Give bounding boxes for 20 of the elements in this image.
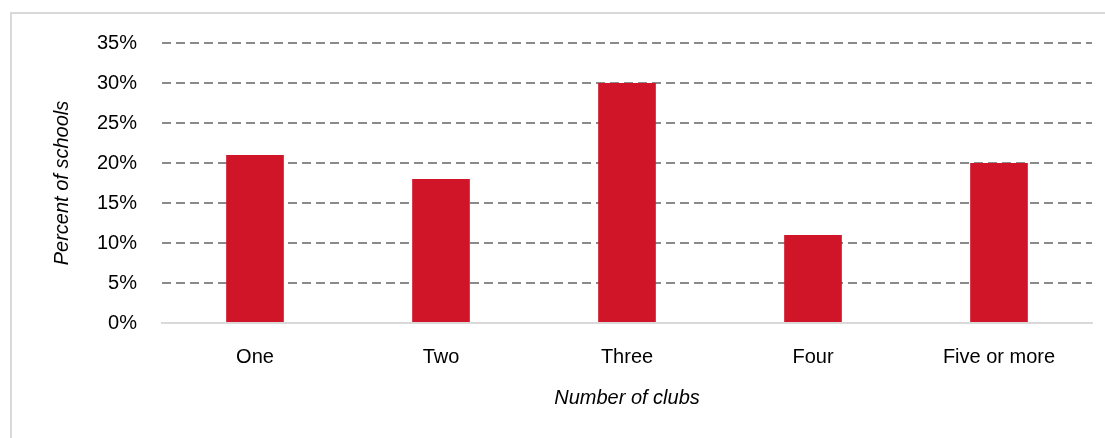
x-tick-label: Five or more: [942, 344, 1056, 367]
y-tick-label: 0%: [108, 310, 138, 333]
x-axis-title: Number of clubs: [554, 385, 700, 408]
bar: [598, 83, 656, 322]
x-tick-label: One: [236, 344, 274, 367]
y-tick-label: 25%: [96, 110, 138, 133]
bar: [970, 163, 1028, 322]
y-tick-label: 5%: [108, 270, 138, 293]
y-tick-label: 10%: [96, 230, 138, 253]
y-tick-label: 35%: [96, 30, 138, 53]
bar: [412, 179, 470, 322]
bar: [784, 235, 842, 322]
bar: [226, 155, 284, 322]
x-tick-label: Four: [792, 344, 834, 367]
y-tick-label: 30%: [96, 70, 138, 93]
x-tick-label: Two: [422, 344, 460, 367]
y-tick-label: 20%: [96, 150, 138, 173]
x-tick-label: Three: [600, 344, 654, 367]
y-axis-title: Percent of schools: [49, 100, 72, 266]
y-tick-label: 15%: [96, 190, 138, 213]
